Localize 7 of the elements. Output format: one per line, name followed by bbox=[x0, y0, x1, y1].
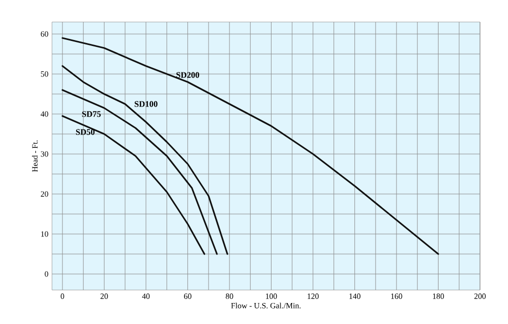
series-label: SD200 bbox=[176, 72, 200, 78]
series-label: SD50 bbox=[76, 129, 95, 135]
series-label: SD75 bbox=[82, 111, 101, 117]
line-series bbox=[62, 65, 228, 255]
series-label: SD100 bbox=[134, 101, 158, 107]
line-series bbox=[62, 89, 218, 255]
line-series bbox=[62, 115, 206, 255]
